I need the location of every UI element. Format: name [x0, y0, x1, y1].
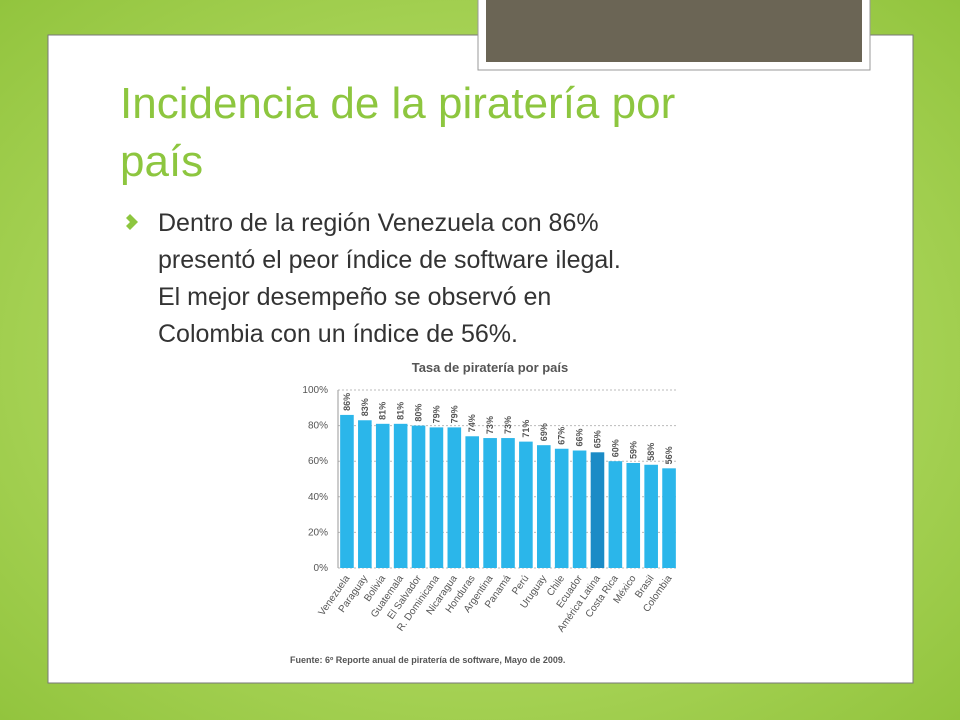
value-label: 86%	[342, 393, 352, 411]
bullet-icon	[126, 214, 138, 230]
bar	[644, 464, 658, 568]
bar	[429, 427, 444, 568]
y-tick-label: 20%	[308, 527, 328, 538]
bar	[519, 441, 533, 568]
bar	[662, 468, 676, 568]
y-tick-label: 40%	[308, 492, 328, 503]
value-label: 73%	[503, 416, 513, 434]
bar	[626, 462, 641, 568]
value-label: 65%	[592, 430, 602, 448]
bar	[590, 452, 605, 568]
value-label: 69%	[539, 423, 549, 441]
value-label: 80%	[414, 404, 424, 422]
bar	[536, 445, 551, 568]
value-label: 58%	[646, 443, 656, 461]
value-label: 74%	[467, 414, 477, 432]
bar	[483, 438, 497, 568]
value-label: 67%	[557, 427, 567, 445]
y-tick-label: 100%	[302, 385, 328, 396]
chart-source: Fuente: 6º Reporte anual de piratería de…	[290, 655, 565, 665]
bar	[447, 427, 462, 568]
value-label: 73%	[485, 416, 495, 434]
bar	[554, 448, 569, 568]
value-label: 81%	[396, 402, 406, 420]
value-label: 60%	[610, 439, 620, 457]
value-label: 79%	[449, 405, 459, 423]
value-label: 66%	[575, 429, 585, 447]
bar	[393, 423, 408, 568]
bullet-line: El mejor desempeño se observó en	[158, 283, 551, 311]
value-label: 71%	[521, 420, 531, 438]
chart-title: Tasa de piratería por país	[412, 360, 569, 375]
bar	[572, 450, 587, 568]
bar	[501, 438, 515, 568]
panel	[47, 34, 914, 684]
bar	[411, 425, 426, 568]
value-label: 56%	[664, 446, 674, 464]
bullet-line: Dentro de la región Venezuela con 86%	[158, 209, 599, 237]
value-label: 59%	[628, 441, 638, 459]
bar	[465, 436, 480, 568]
y-tick-label: 0%	[314, 563, 329, 574]
bar	[340, 414, 354, 568]
title-line: país	[120, 137, 203, 186]
y-tick-label: 80%	[308, 421, 328, 432]
bullet-line: presentó el peor índice de software ileg…	[158, 246, 621, 274]
title-line: Incidencia de la piratería por	[120, 79, 675, 128]
tab	[486, 0, 862, 62]
y-tick-label: 60%	[308, 456, 328, 467]
bar	[358, 420, 372, 568]
value-label: 83%	[360, 398, 370, 416]
bullet-line: Colombia con un índice de 56%.	[158, 320, 518, 348]
value-label: 81%	[378, 402, 388, 420]
bar	[608, 461, 623, 568]
value-label: 79%	[431, 405, 441, 423]
bar	[375, 423, 390, 568]
